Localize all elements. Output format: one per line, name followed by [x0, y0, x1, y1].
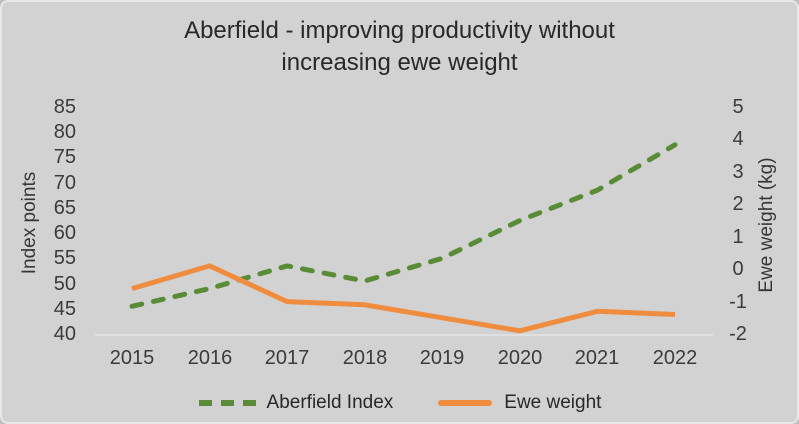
right-axis-tick-label: 1: [732, 226, 744, 248]
x-axis-tick-label: 2015: [109, 347, 155, 369]
right-axis-tick-label: 0: [732, 258, 744, 280]
left-axis-tick-label: 80: [53, 121, 76, 143]
legend-label-ewe-weight: Ewe weight: [504, 392, 602, 413]
chart-title: Aberfield - improving productivity witho…: [2, 15, 797, 80]
right-axis-tick-label: 5: [732, 96, 744, 118]
left-axis-tick-label: 60: [53, 222, 76, 244]
right-axis-tick-label: 4: [732, 128, 744, 150]
x-axis-tick-label: 2019: [419, 347, 465, 369]
x-axis-tick-label: 2021: [574, 347, 620, 369]
ewe-weight-line: [131, 263, 676, 334]
x-axis-tick-label: 2016: [187, 347, 233, 369]
left-axis-tick-label: 70: [53, 172, 76, 194]
left-axis-tick-label: 55: [53, 247, 76, 269]
right-axis-tick-label: 3: [732, 161, 744, 183]
aberfield-index-dashed-swatch: [198, 400, 256, 406]
x-axis-tick-label: 2018: [342, 347, 388, 369]
x-axis-tick-label: 2022: [652, 347, 698, 369]
legend-label-aberfield-index: Aberfield Index: [266, 392, 394, 413]
left-axis-tick-label: 85: [53, 96, 76, 118]
chart-title-line1: Aberfield - improving productivity witho…: [184, 17, 615, 44]
left-axis-tick-label: 65: [53, 197, 76, 219]
left-axis-tick-label: 75: [53, 146, 76, 168]
aberfield-index-line: [129, 142, 678, 309]
chart-title-line2: increasing ewe weight: [281, 49, 518, 77]
x-axis-tick-label: 2020: [497, 347, 543, 369]
right-axis-tick-label: -2: [729, 323, 747, 345]
right-axis-tick-label: -1: [729, 291, 747, 313]
left-axis-tick-label: 50: [53, 273, 76, 295]
right-axis-tick-label: 2: [732, 193, 744, 215]
x-axis-tick-label: 2017: [264, 347, 310, 369]
left-axis-tick-label: 45: [53, 298, 76, 320]
legend-item-ewe-weight: Ewe weight: [437, 392, 601, 414]
left-axis-tick-label: 40: [53, 323, 76, 345]
ewe-weight-solid-swatch: [438, 400, 493, 406]
legend: Aberfield Index Ewe weight: [2, 388, 797, 418]
legend-item-aberfield-index: Aberfield Index: [198, 392, 394, 414]
